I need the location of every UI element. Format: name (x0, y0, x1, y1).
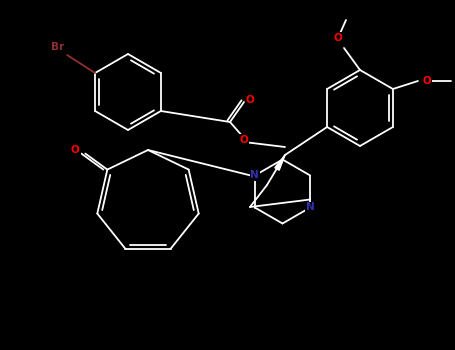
Text: Br: Br (51, 42, 64, 52)
Polygon shape (275, 155, 285, 170)
Text: O: O (246, 95, 254, 105)
Text: O: O (71, 145, 80, 155)
Text: O: O (334, 33, 342, 43)
Text: N: N (306, 203, 314, 212)
Text: O: O (240, 135, 248, 145)
Text: N: N (250, 170, 259, 181)
Text: O: O (423, 76, 431, 86)
